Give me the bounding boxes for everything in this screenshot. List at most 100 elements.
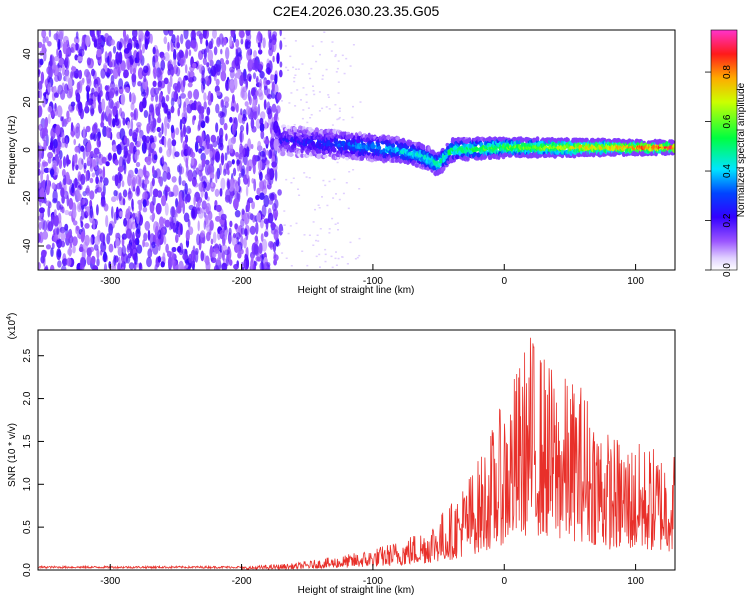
heatmap-cell <box>309 77 312 80</box>
heatmap-cell <box>263 261 270 270</box>
heatmap-cell <box>241 266 245 270</box>
heatmap-cell <box>157 229 162 240</box>
heatmap-cell <box>108 243 114 253</box>
heatmap-cell <box>184 196 188 204</box>
heatmap-cell <box>259 122 265 133</box>
heatmap-cell <box>234 54 240 67</box>
heatmap-cell <box>302 109 305 111</box>
heatmap-cell <box>54 108 58 116</box>
heatmap-cell <box>377 145 382 150</box>
heatmap-cell <box>132 253 137 260</box>
heatmap-cell <box>97 94 100 103</box>
heatmap-cell <box>182 253 188 261</box>
heatmap-cell <box>98 151 101 159</box>
heatmap-cell <box>254 59 259 72</box>
heatmap-cell <box>216 257 221 266</box>
heatmap-cell <box>155 168 162 179</box>
heatmap-cell <box>216 64 221 76</box>
heatmap-cell <box>136 244 143 254</box>
heatmap-cell <box>103 251 107 263</box>
heatmap-cell <box>41 30 47 39</box>
heatmap-cell <box>175 220 180 228</box>
heatmap-cell <box>198 120 201 131</box>
heatmap-cell <box>204 191 208 200</box>
heatmap-cell <box>127 243 132 251</box>
heatmap-cell <box>122 189 128 198</box>
heatmap-cell <box>90 108 95 115</box>
heatmap-cell <box>223 168 227 176</box>
heatmap-cell <box>265 67 271 75</box>
heatmap-cell <box>188 253 193 264</box>
snr-y-ticks: 0.0 0.5 1.0 1.5 2.0 2.5 <box>22 348 44 577</box>
heatmap-cell <box>268 149 273 159</box>
heatmap-cell <box>241 90 248 101</box>
heatmap-cell <box>253 106 258 112</box>
heatmap-cell <box>124 36 129 42</box>
heatmap-cell <box>301 250 304 252</box>
heatmap-cell <box>188 127 192 134</box>
heatmap-cell <box>38 80 43 91</box>
heatmap-cell <box>151 117 157 129</box>
heatmap-cell <box>42 36 46 44</box>
heatmap-cell <box>225 59 230 65</box>
heatmap-cell <box>233 198 239 210</box>
heatmap-cell <box>259 261 265 270</box>
heatmap-cell <box>121 245 127 257</box>
heatmap-cell <box>148 104 154 113</box>
heatmap-cell <box>105 215 109 228</box>
heatmap-cell <box>308 177 311 179</box>
heatmap-cell <box>319 228 322 230</box>
heatmap-cell <box>145 135 150 144</box>
heatmap-cell <box>56 238 63 249</box>
heatmap-cell <box>249 225 256 235</box>
heatmap-cell <box>65 118 69 125</box>
heatmap-cell <box>314 208 316 211</box>
heatmap-cell <box>234 210 241 218</box>
heatmap-cell <box>256 212 262 223</box>
heatmap-cell <box>165 94 170 102</box>
snr-x-tick-label: 0 <box>501 576 507 587</box>
heatmap-cell <box>326 204 329 207</box>
heatmap-cell <box>148 114 151 125</box>
heatmap-cell <box>225 47 230 60</box>
heatmap-cell <box>92 219 96 230</box>
heatmap-cell <box>96 258 100 267</box>
heatmap-cell <box>215 103 220 114</box>
heatmap-cell <box>201 158 206 168</box>
heatmap-cell <box>58 150 63 160</box>
heatmap-cell <box>294 105 297 107</box>
heatmap-cell <box>352 44 355 46</box>
heatmap-cell <box>84 223 90 229</box>
heatmap-cell <box>115 51 120 65</box>
heatmap-cell <box>209 220 214 231</box>
heatmap-cell <box>92 265 99 270</box>
heatmap-cell <box>78 69 83 80</box>
heatmap-cell <box>135 174 142 185</box>
heatmap-cell <box>182 77 186 88</box>
heatmap-cell <box>190 208 196 219</box>
heatmap-cell <box>41 43 46 56</box>
heatmap-cell <box>148 145 152 158</box>
heatmap-cell <box>301 117 304 120</box>
heatmap-cell <box>126 42 133 51</box>
heatmap-cell <box>152 55 156 68</box>
heatmap-cell <box>338 110 341 112</box>
heatmap-cell <box>236 244 242 254</box>
heatmap-cell <box>287 69 290 71</box>
heatmap-cell <box>177 98 181 105</box>
heatmap-cell <box>53 209 57 217</box>
colorbar: 0.0 0.2 0.4 0.6 0.8 Normalized spectral ampl… <box>705 29 747 277</box>
heatmap-cell <box>258 78 263 90</box>
heatmap-cell <box>89 236 93 246</box>
heatmap-cell <box>75 31 79 40</box>
heatmap-cell <box>306 264 309 267</box>
heatmap-cell <box>263 99 267 110</box>
heatmap-cell <box>114 159 119 166</box>
heatmap-cell <box>74 146 80 153</box>
heatmap-cell <box>155 238 160 247</box>
heatmap-cell <box>193 115 197 121</box>
heatmap-cell <box>279 30 282 37</box>
heatmap-cell <box>122 198 126 206</box>
heatmap-cell <box>198 135 202 142</box>
heatmap-cell <box>112 118 116 128</box>
